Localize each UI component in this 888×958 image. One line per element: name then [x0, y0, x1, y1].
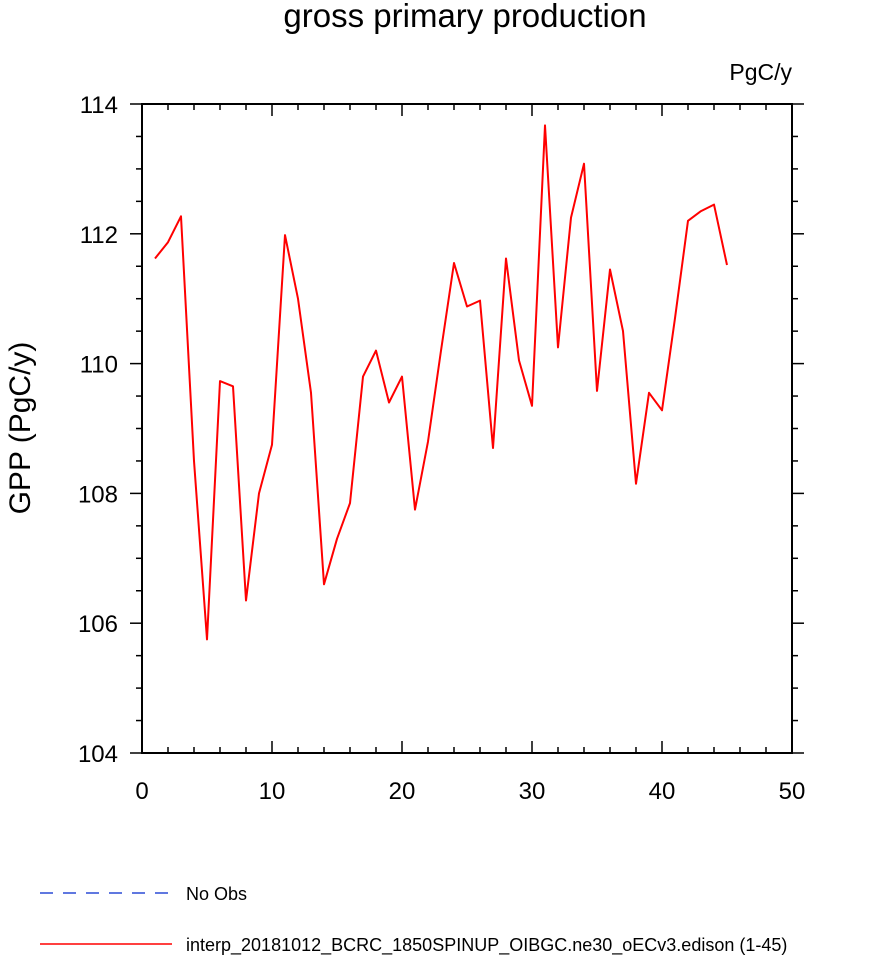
chart-title: gross primary production [283, 0, 646, 34]
axis-ticks [130, 103, 804, 754]
axis-tick-labels: 0 10 20 30 40 50 104 106 108 110 112 114 [78, 92, 805, 805]
x-tick-label: 20 [389, 778, 416, 805]
units-label: PgC/y [729, 59, 792, 85]
y-tick-label: 108 [78, 481, 118, 508]
y-tick-label: 104 [78, 741, 118, 768]
y-tick-label: 112 [80, 222, 118, 249]
plot-frame [141, 103, 793, 754]
series-lines [154, 124, 728, 641]
x-tick-label: 0 [135, 778, 148, 805]
x-tick-label: 10 [259, 778, 286, 805]
legend-label-model: interp_20181012_BCRC_1850SPINUP_OIBGC.ne… [186, 935, 787, 956]
legend-label-no-obs: No Obs [186, 884, 247, 904]
y-tick-label: 114 [80, 92, 118, 119]
x-tick-label: 50 [779, 778, 806, 805]
legend: No Obs interp_20181012_BCRC_1850SPINUP_O… [40, 884, 787, 956]
y-tick-label: 110 [80, 352, 118, 379]
y-axis-label: GPP (PgC/y) [4, 342, 37, 515]
x-tick-label: 40 [649, 778, 676, 805]
series-line [154, 124, 728, 641]
x-tick-label: 30 [519, 778, 546, 805]
y-tick-label: 106 [78, 611, 118, 638]
